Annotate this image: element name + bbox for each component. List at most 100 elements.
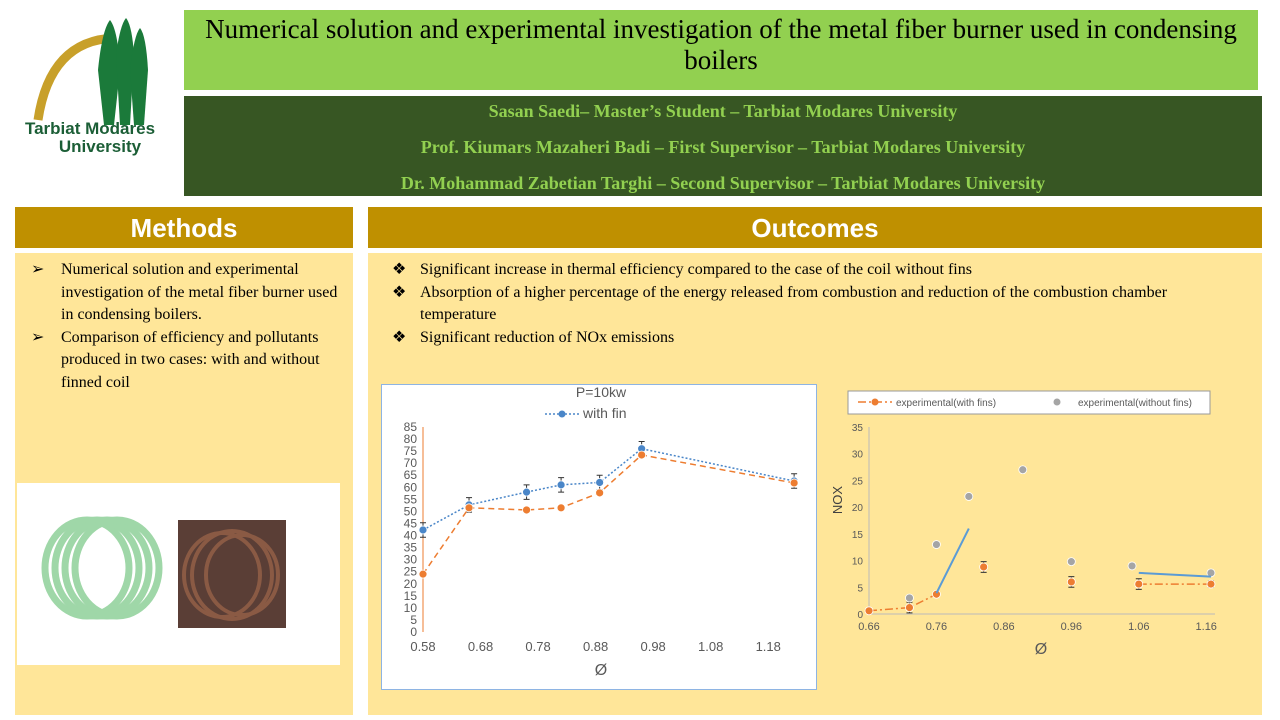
y-tick-label: 80: [404, 432, 418, 446]
series-line: [935, 528, 1212, 594]
legend-label: experimental(with fins): [896, 398, 996, 409]
legend-marker: [558, 410, 566, 418]
logo-text: Tarbiat Modares: [25, 119, 155, 138]
coil-turns: [182, 529, 280, 621]
y-tick-label: 15: [852, 530, 864, 541]
point: [932, 540, 941, 549]
x-axis-label: Ø: [595, 662, 607, 679]
author: Prof. Kiumars Mazaheri Badi – First Supe…: [420, 137, 1026, 157]
y-tick-label: 10: [404, 601, 418, 615]
logo-trees: [98, 18, 148, 125]
x-tick-label: 0.96: [1061, 621, 1082, 633]
point: [864, 606, 874, 616]
logo: Tarbiat Modares University: [25, 18, 155, 156]
y-tick-label: 45: [404, 516, 418, 530]
x-tick-label: 0.58: [410, 639, 435, 654]
y-tick-label: 5: [857, 583, 863, 594]
y-tick-label: 5: [410, 613, 417, 627]
y-tick-label: 70: [404, 456, 418, 470]
legend-label: with fin: [582, 405, 627, 421]
chart-frame: [381, 384, 817, 690]
legend-marker: [871, 398, 879, 406]
x-tick-label: 1.16: [1196, 621, 1217, 633]
y-tick-label: 15: [404, 589, 418, 603]
logo-arc: [33, 33, 116, 121]
y-tick-label: 40: [404, 529, 418, 543]
series-line: [422, 447, 795, 531]
chart-title: P=10kw: [576, 384, 627, 400]
y-tick-label: 0: [857, 610, 863, 621]
point: [522, 505, 531, 515]
finned-coil: [41, 516, 163, 620]
point: [637, 450, 647, 460]
x-axis-label: Ø: [1035, 641, 1047, 658]
point: [595, 488, 605, 498]
x-tick-label: 0.66: [858, 621, 879, 633]
y-tick-label: 85: [404, 420, 418, 434]
author-banner: Sasan Saedi– Master’s Student – Tarbiat …: [184, 96, 1262, 196]
bullet: Absorption of a higher percentage of the…: [368, 282, 1238, 327]
y-tick-label: 25: [852, 476, 864, 487]
title: Numerical solution and experimental inve…: [205, 14, 1237, 75]
x-tick-label: 0.88: [583, 639, 608, 654]
series-line: [422, 454, 795, 575]
point: [556, 503, 566, 513]
point: [964, 492, 974, 501]
x-tick-label: 1.18: [756, 639, 781, 654]
point: [1127, 561, 1137, 571]
y-tick-label: 35: [852, 423, 864, 434]
x-tick-label: 0.98: [640, 639, 665, 654]
point: [979, 562, 989, 572]
legend-label: experimental(without fins): [1078, 398, 1192, 409]
x-tick-label: 0.76: [926, 621, 947, 633]
x-tick-label: 0.86: [993, 621, 1014, 633]
x-tick-label: 0.68: [468, 639, 493, 654]
author: Dr. Mohammad Zabetian Targhi – Second Su…: [400, 173, 1046, 193]
y-tick-label: 0: [410, 625, 417, 639]
point: [418, 525, 428, 535]
y-tick-label: 30: [404, 553, 418, 567]
y-tick-label: 65: [404, 468, 418, 482]
y-tick-label: 55: [404, 492, 418, 506]
point: [464, 503, 474, 513]
point: [789, 478, 799, 488]
y-tick-label: 35: [404, 541, 418, 555]
y-tick-label: 60: [404, 480, 418, 494]
coil-images: [17, 483, 340, 665]
y-tick-label: 10: [852, 557, 864, 568]
author: Sasan Saedi– Master’s Student – Tarbiat …: [488, 101, 958, 121]
point: [905, 593, 914, 603]
y-tick-label: 20: [852, 503, 864, 514]
y-axis-label: NOX: [830, 486, 845, 515]
outcomes-heading: Outcomes: [368, 207, 1262, 248]
x-tick-label: 0.78: [525, 639, 550, 654]
title-banner: Numerical solution and experimental inve…: [184, 10, 1258, 90]
point: [556, 480, 566, 490]
bullet: Significant increase in thermal efficien…: [368, 259, 1238, 282]
point: [1066, 577, 1076, 587]
bullet: Significant reduction of NOx emissions: [368, 327, 1238, 350]
point: [905, 603, 914, 612]
legend-marker: [1053, 398, 1061, 406]
bullet: Comparison of efficiency and pollutants …: [15, 327, 341, 395]
point: [932, 589, 941, 599]
bullet: Numerical solution and experimental inve…: [15, 259, 341, 327]
point: [418, 569, 428, 579]
point: [1206, 579, 1216, 589]
y-tick-label: 25: [404, 565, 418, 579]
x-tick-label: 1.06: [1128, 621, 1149, 633]
point: [1134, 579, 1144, 589]
point: [1066, 557, 1076, 567]
logo-text: University: [59, 137, 142, 156]
point: [1206, 568, 1216, 578]
legend-box: [847, 390, 1211, 415]
point: [1018, 465, 1028, 475]
y-tick-label: 50: [404, 504, 418, 518]
methods-heading: Methods: [15, 207, 353, 248]
series-line: [868, 583, 1211, 612]
point: [522, 487, 531, 497]
point: [595, 478, 605, 487]
y-tick-label: 75: [404, 444, 418, 458]
